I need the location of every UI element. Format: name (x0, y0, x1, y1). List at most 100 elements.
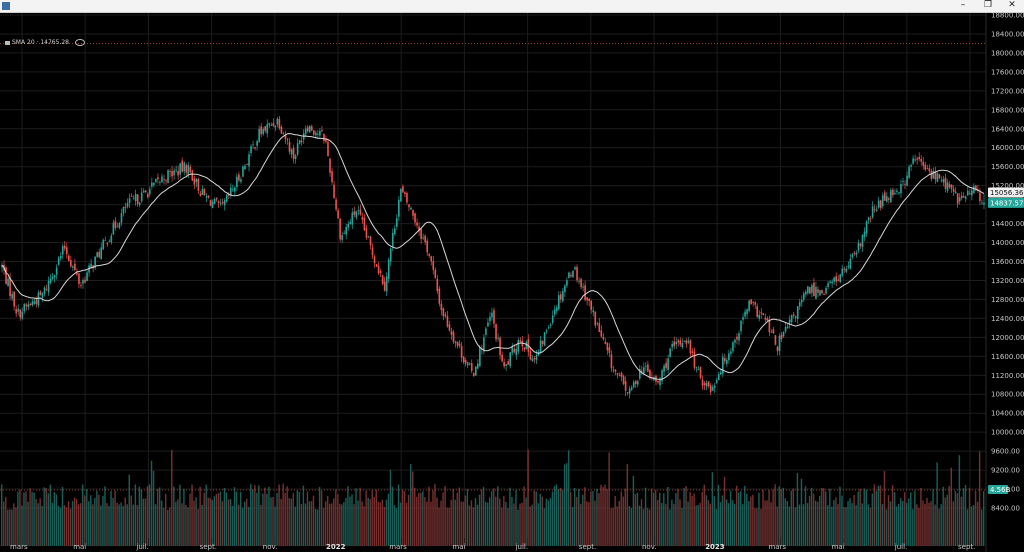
candle-body (163, 179, 165, 181)
candle-body (643, 367, 645, 374)
volume-bar (497, 486, 499, 546)
close-button[interactable]: ✕ (1008, 0, 1016, 10)
volume-bar (5, 496, 7, 546)
volume-bar (837, 504, 839, 546)
volume-bar (549, 497, 552, 546)
candle-body (798, 302, 801, 307)
candle-body (313, 130, 315, 135)
candle-body (53, 275, 56, 278)
volume-bar (201, 504, 203, 546)
candle-body (49, 278, 52, 283)
candle-body (649, 370, 651, 378)
candle-body (833, 277, 835, 282)
candle-body (557, 295, 560, 310)
candle-body (193, 178, 196, 185)
volume-bars (1, 449, 985, 546)
volume-bar (784, 498, 786, 546)
maximize-button[interactable]: ❐ (983, 0, 993, 10)
candle-body (746, 309, 748, 315)
eye-icon[interactable] (74, 39, 85, 46)
candle-body (466, 362, 469, 366)
candle-body (971, 190, 973, 196)
volume-bar (116, 502, 118, 546)
volume-bar (387, 493, 390, 546)
candle-body (13, 291, 15, 307)
candle-body (120, 213, 123, 223)
candle-body (153, 182, 155, 185)
candle-body (847, 265, 850, 267)
candle-body (910, 165, 912, 167)
volume-bar (509, 487, 511, 546)
volume-bar (737, 492, 740, 546)
candle-body (892, 189, 894, 196)
volume-bar (582, 494, 584, 546)
volume-bar (636, 492, 639, 546)
volume-bar (395, 508, 398, 546)
minimize-button[interactable]: – (960, 0, 966, 10)
time-tick-label: juil. (515, 543, 529, 551)
volume-bar (288, 498, 290, 546)
volume-bar (41, 505, 43, 546)
volume-bar (707, 500, 710, 546)
candle-body (70, 260, 72, 267)
volume-bar (501, 507, 503, 546)
volume-bar (527, 449, 529, 546)
volume-bar (638, 505, 641, 546)
volume-bar (231, 505, 234, 546)
candle-body (817, 289, 819, 293)
volume-bar (926, 497, 928, 546)
candle-body (744, 311, 746, 317)
chart-area[interactable]: 8400.008800.009200.009600.0010000.001040… (0, 13, 1024, 552)
candle-body (254, 147, 256, 149)
volume-bar (663, 493, 665, 546)
candle-body (839, 274, 842, 283)
candle-body (861, 235, 864, 248)
volume-bar (782, 487, 784, 546)
volume-bar (829, 488, 831, 546)
candle-body (825, 287, 827, 294)
volume-bar (569, 491, 572, 546)
indicator-legend[interactable]: SMA 20 · 14765.28 (5, 39, 85, 46)
candle-body (616, 373, 619, 375)
candle-body (128, 198, 131, 204)
volume-bar (665, 504, 667, 546)
volume-bar (721, 495, 724, 546)
volume-bar (885, 509, 888, 546)
volume-bar (213, 496, 216, 546)
candle-body (72, 266, 74, 268)
candle-body (474, 366, 477, 376)
volume-bar (416, 496, 418, 546)
volume-bar (796, 473, 799, 546)
candle-body (331, 171, 333, 183)
candle-body (373, 256, 376, 264)
candle-body (784, 327, 787, 332)
candle-body (807, 286, 809, 294)
price-tick-label: 11600.00 (991, 353, 1024, 361)
price-chart[interactable]: 8400.008800.009200.009600.0010000.001040… (0, 13, 1024, 552)
candle-body (460, 345, 463, 358)
volume-bar (460, 501, 463, 546)
candle-body (282, 133, 285, 135)
candle-body (740, 320, 742, 332)
volume-bar (11, 509, 13, 546)
candle-body (701, 379, 704, 386)
candle-body (815, 287, 817, 299)
volume-bar (239, 491, 242, 546)
volume-bar (881, 504, 884, 546)
volume-bar (260, 504, 262, 546)
volume-bar (278, 484, 280, 546)
volume-bar (414, 487, 416, 546)
time-tick-label: mars (768, 543, 786, 551)
price-tick-label: 8400.00 (991, 505, 1020, 513)
volume-bar (73, 497, 76, 546)
volume-bar (717, 485, 720, 546)
volume-bar (525, 497, 527, 546)
time-tick-label: mai (832, 543, 845, 551)
volume-bar (296, 490, 299, 546)
volume-badge-bg (988, 485, 1008, 494)
volume-bar (438, 507, 440, 546)
candles (1, 115, 985, 399)
volume-bar (804, 486, 807, 546)
volume-bar (697, 504, 699, 546)
candle-body (252, 144, 254, 146)
